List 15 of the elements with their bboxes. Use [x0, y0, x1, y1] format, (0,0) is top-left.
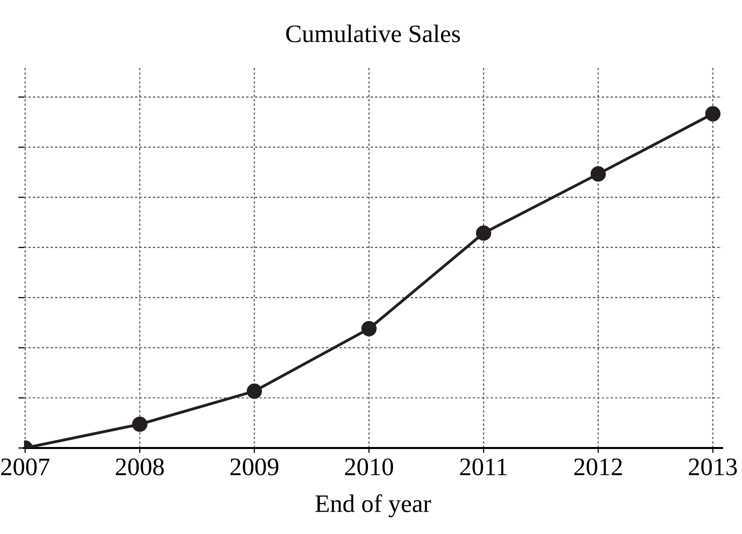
point	[361, 321, 377, 336]
point	[246, 384, 262, 399]
x-tick-label: 2012	[574, 458, 622, 476]
point	[476, 225, 492, 241]
x-tick-label: 2009	[230, 458, 278, 476]
point	[590, 166, 606, 182]
x-tick-label: 2010	[345, 458, 394, 476]
x-tick-label: 2013	[688, 458, 737, 476]
x-tick-label: 2008	[116, 458, 164, 476]
chart-title: Cumulative Sales	[286, 24, 460, 42]
point	[705, 106, 720, 122]
x-tick-label: 2007	[1, 458, 50, 476]
x-tick-label: 2011	[460, 458, 507, 476]
point	[132, 416, 148, 432]
x-axis-title: End of year	[315, 494, 432, 518]
